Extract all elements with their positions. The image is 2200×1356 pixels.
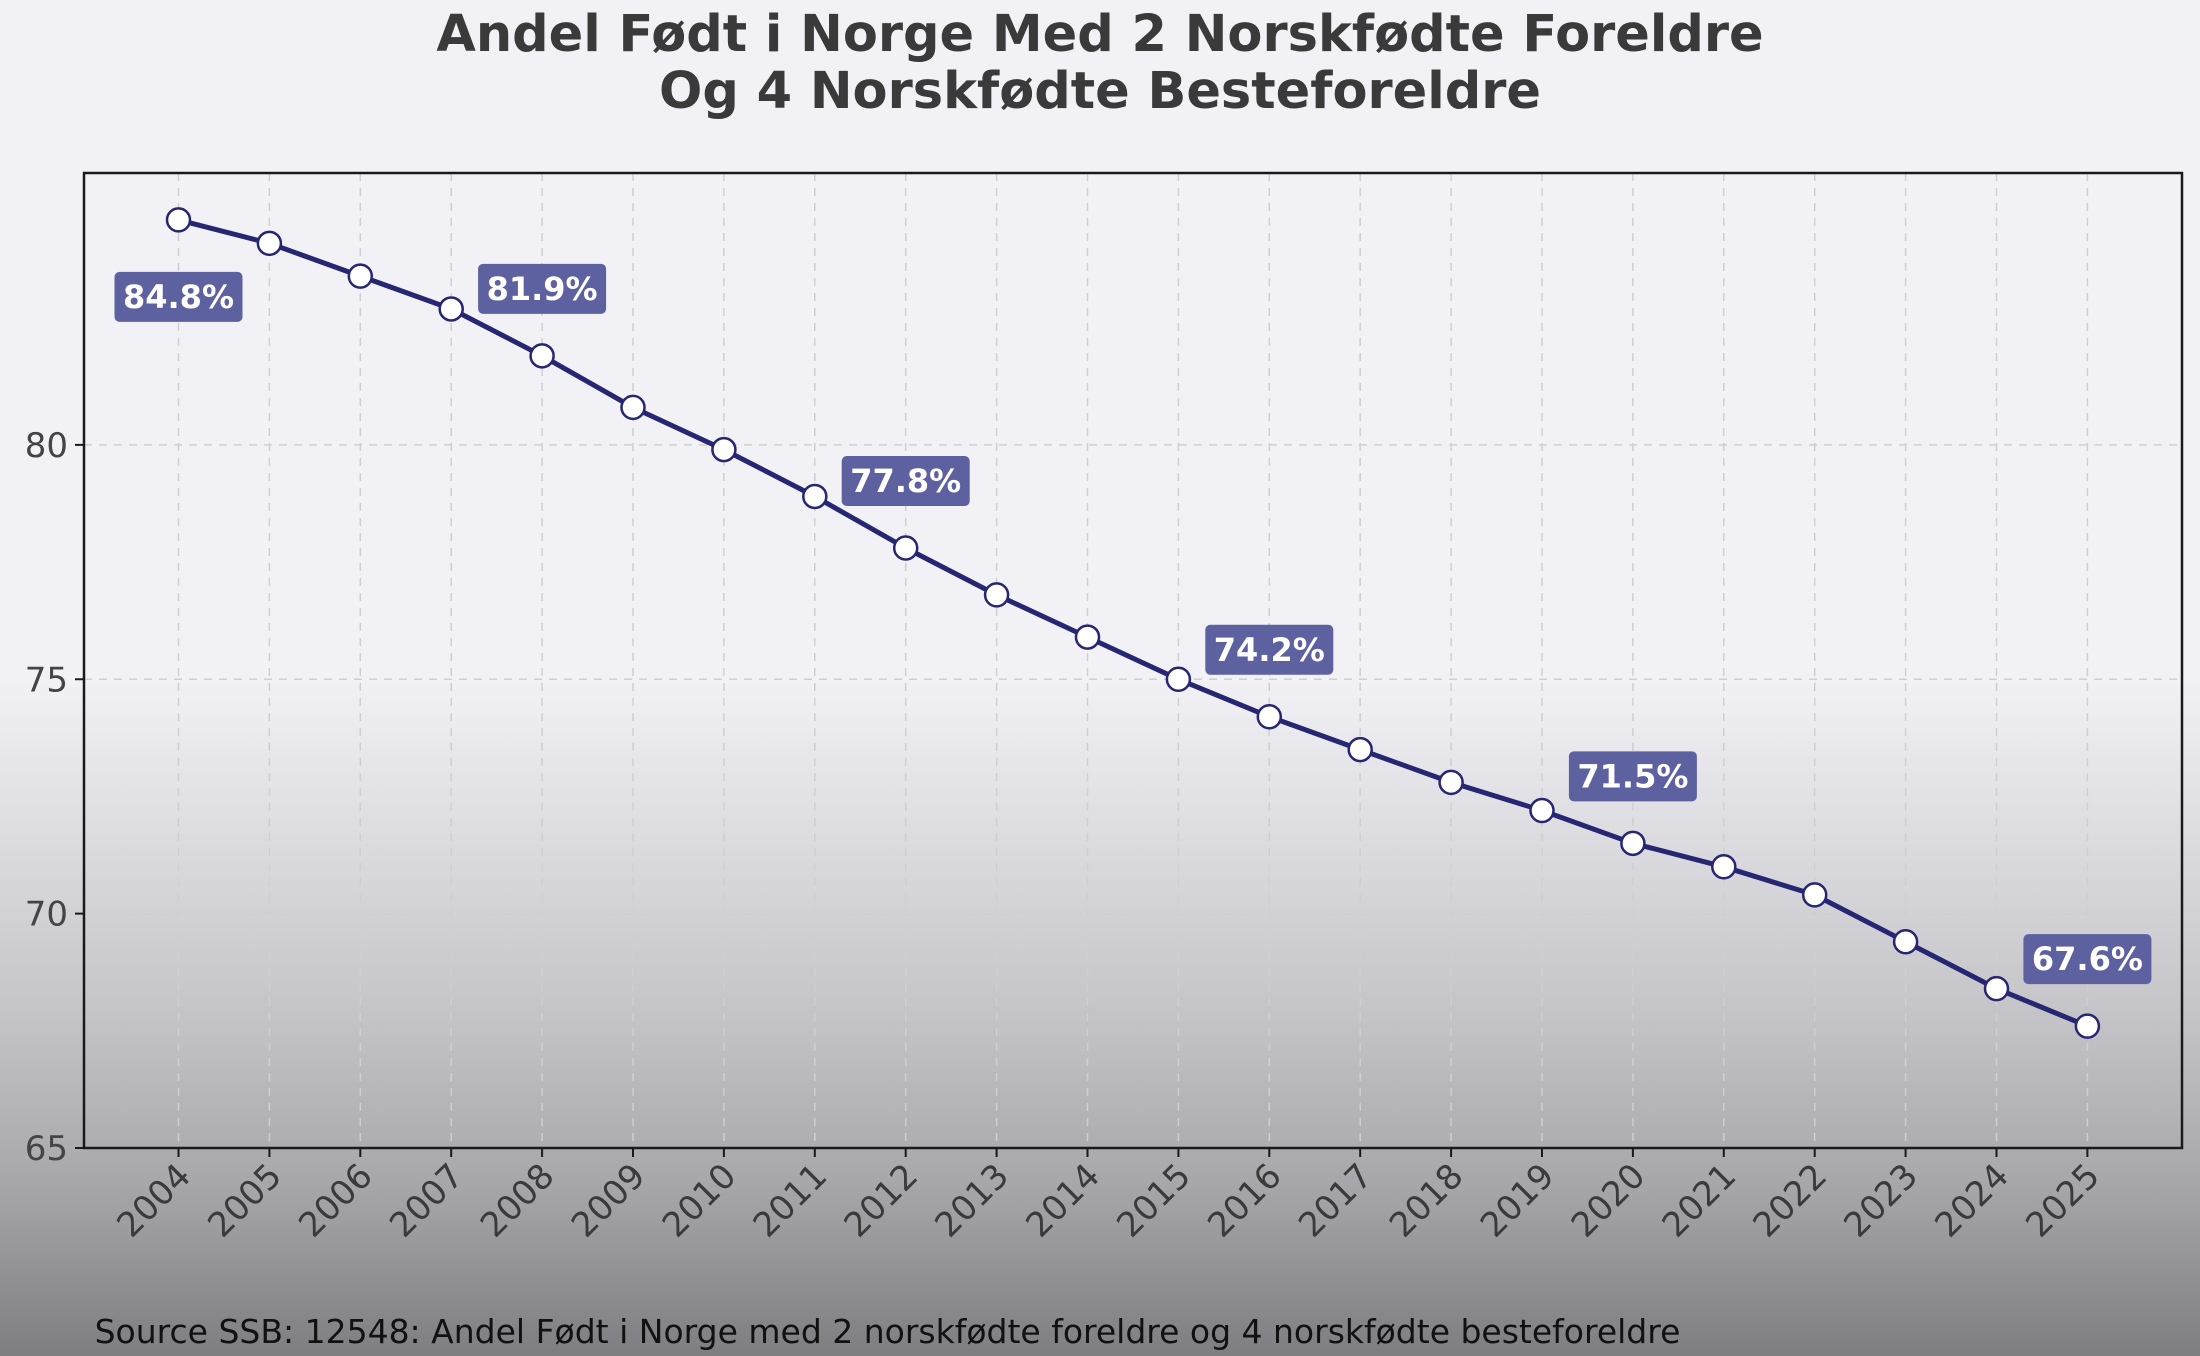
x-tick-label: 2010 [655, 1156, 744, 1245]
chart-title-line-2: Og 4 Norskfødte Besteforeldre [659, 62, 1541, 121]
data-label: 81.9% [478, 263, 607, 314]
plot-frame [82, 171, 2184, 1150]
y-tick-label: 80 [25, 426, 68, 466]
x-tick-label: 2009 [564, 1156, 653, 1245]
data-label: 71.5% [1568, 751, 1697, 802]
data-label: 77.8% [841, 456, 970, 506]
x-tick-label: 2013 [927, 1156, 1016, 1245]
data-point-marker [256, 230, 283, 257]
data-point-marker [1256, 704, 1283, 730]
grid-lines [84, 173, 2182, 1148]
data-label-text: 71.5% [1577, 757, 1688, 795]
series-line-group [176, 217, 2090, 1029]
data-point-marker [802, 483, 828, 510]
data-point-marker [983, 582, 1010, 608]
data-label-text: 77.8% [850, 462, 961, 500]
data-label-box [2023, 934, 2152, 985]
x-tick-label: 2016 [1200, 1156, 1289, 1245]
data-point-marker [1620, 830, 1646, 857]
chart-title: Andel Født i Norge Med 2 Norskfødte Fore… [0, 0, 2200, 120]
data-point-marker [892, 535, 919, 561]
data-point-marker [438, 296, 464, 322]
x-tick-label: 2024 [1927, 1156, 2016, 1245]
data-point-marker [347, 263, 374, 289]
x-tick-label: 2020 [1564, 1156, 1653, 1245]
x-tick-label: 2005 [200, 1156, 289, 1245]
x-tick-label: 2025 [2018, 1156, 2107, 1245]
x-tick-label: 2022 [1746, 1156, 1835, 1245]
y-tick-label: 70 [25, 895, 68, 935]
data-point-marker [2074, 1013, 2101, 1039]
x-tick-label: 2014 [1018, 1156, 1107, 1245]
markers-group [165, 207, 2101, 1039]
data-point-marker [1347, 736, 1373, 763]
data-point-marker [1892, 929, 1919, 955]
data-point-marker [1983, 975, 2010, 1002]
data-label: 74.2% [1205, 624, 1334, 675]
source-note: Source SSB: 12548: Andel Født i Norge me… [94, 1312, 1681, 1351]
data-label: 67.6% [2023, 934, 2152, 985]
chart-title-line-1: Andel Født i Norge Med 2 Norskfødte Fore… [436, 5, 1764, 64]
data-label-box [841, 456, 970, 506]
x-tick-label: 2018 [1382, 1156, 1471, 1245]
x-tick-label: 2006 [291, 1156, 380, 1245]
data-label: 84.8% [114, 271, 243, 322]
data-point-marker [1438, 769, 1464, 796]
data-label-text: 81.9% [487, 270, 598, 308]
x-tick-label: 2015 [1109, 1156, 1198, 1245]
data-point-marker [1074, 624, 1101, 650]
data-labels-group: 84.8% 81.9% 77.8% 74.2% 71.5% 67.6% [114, 263, 2152, 985]
data-point-marker [620, 394, 646, 421]
data-point-marker [165, 207, 192, 233]
data-point-marker [1165, 666, 1192, 692]
x-tick-label: 2019 [1473, 1156, 1562, 1245]
data-label-box [114, 271, 243, 322]
data-point-marker [1529, 797, 1555, 824]
data-point-marker [1711, 854, 1737, 880]
y-tick-label: 75 [25, 660, 68, 700]
y-tick-label: 65 [25, 1129, 68, 1169]
data-label-text: 67.6% [2032, 940, 2143, 978]
x-tick-label: 2007 [382, 1156, 471, 1245]
data-label-box [1205, 624, 1334, 675]
data-point-marker [529, 343, 555, 369]
data-point-marker [1801, 882, 1828, 908]
data-point-marker [711, 436, 737, 463]
x-tick-label: 2004 [109, 1156, 198, 1245]
data-label-text: 74.2% [1214, 631, 1325, 669]
x-tick-label: 2017 [1291, 1156, 1380, 1245]
x-tick-label: 2011 [746, 1156, 835, 1245]
x-tick-label: 2021 [1655, 1156, 1744, 1245]
x-tick-label: 2023 [1836, 1156, 1925, 1245]
data-label-box [478, 263, 607, 314]
x-tick-label: 2012 [837, 1156, 926, 1245]
data-label-box [1568, 751, 1697, 802]
data-label-text: 84.8% [123, 278, 234, 316]
x-tick-label: 2008 [473, 1156, 562, 1245]
series-line [176, 217, 2090, 1029]
